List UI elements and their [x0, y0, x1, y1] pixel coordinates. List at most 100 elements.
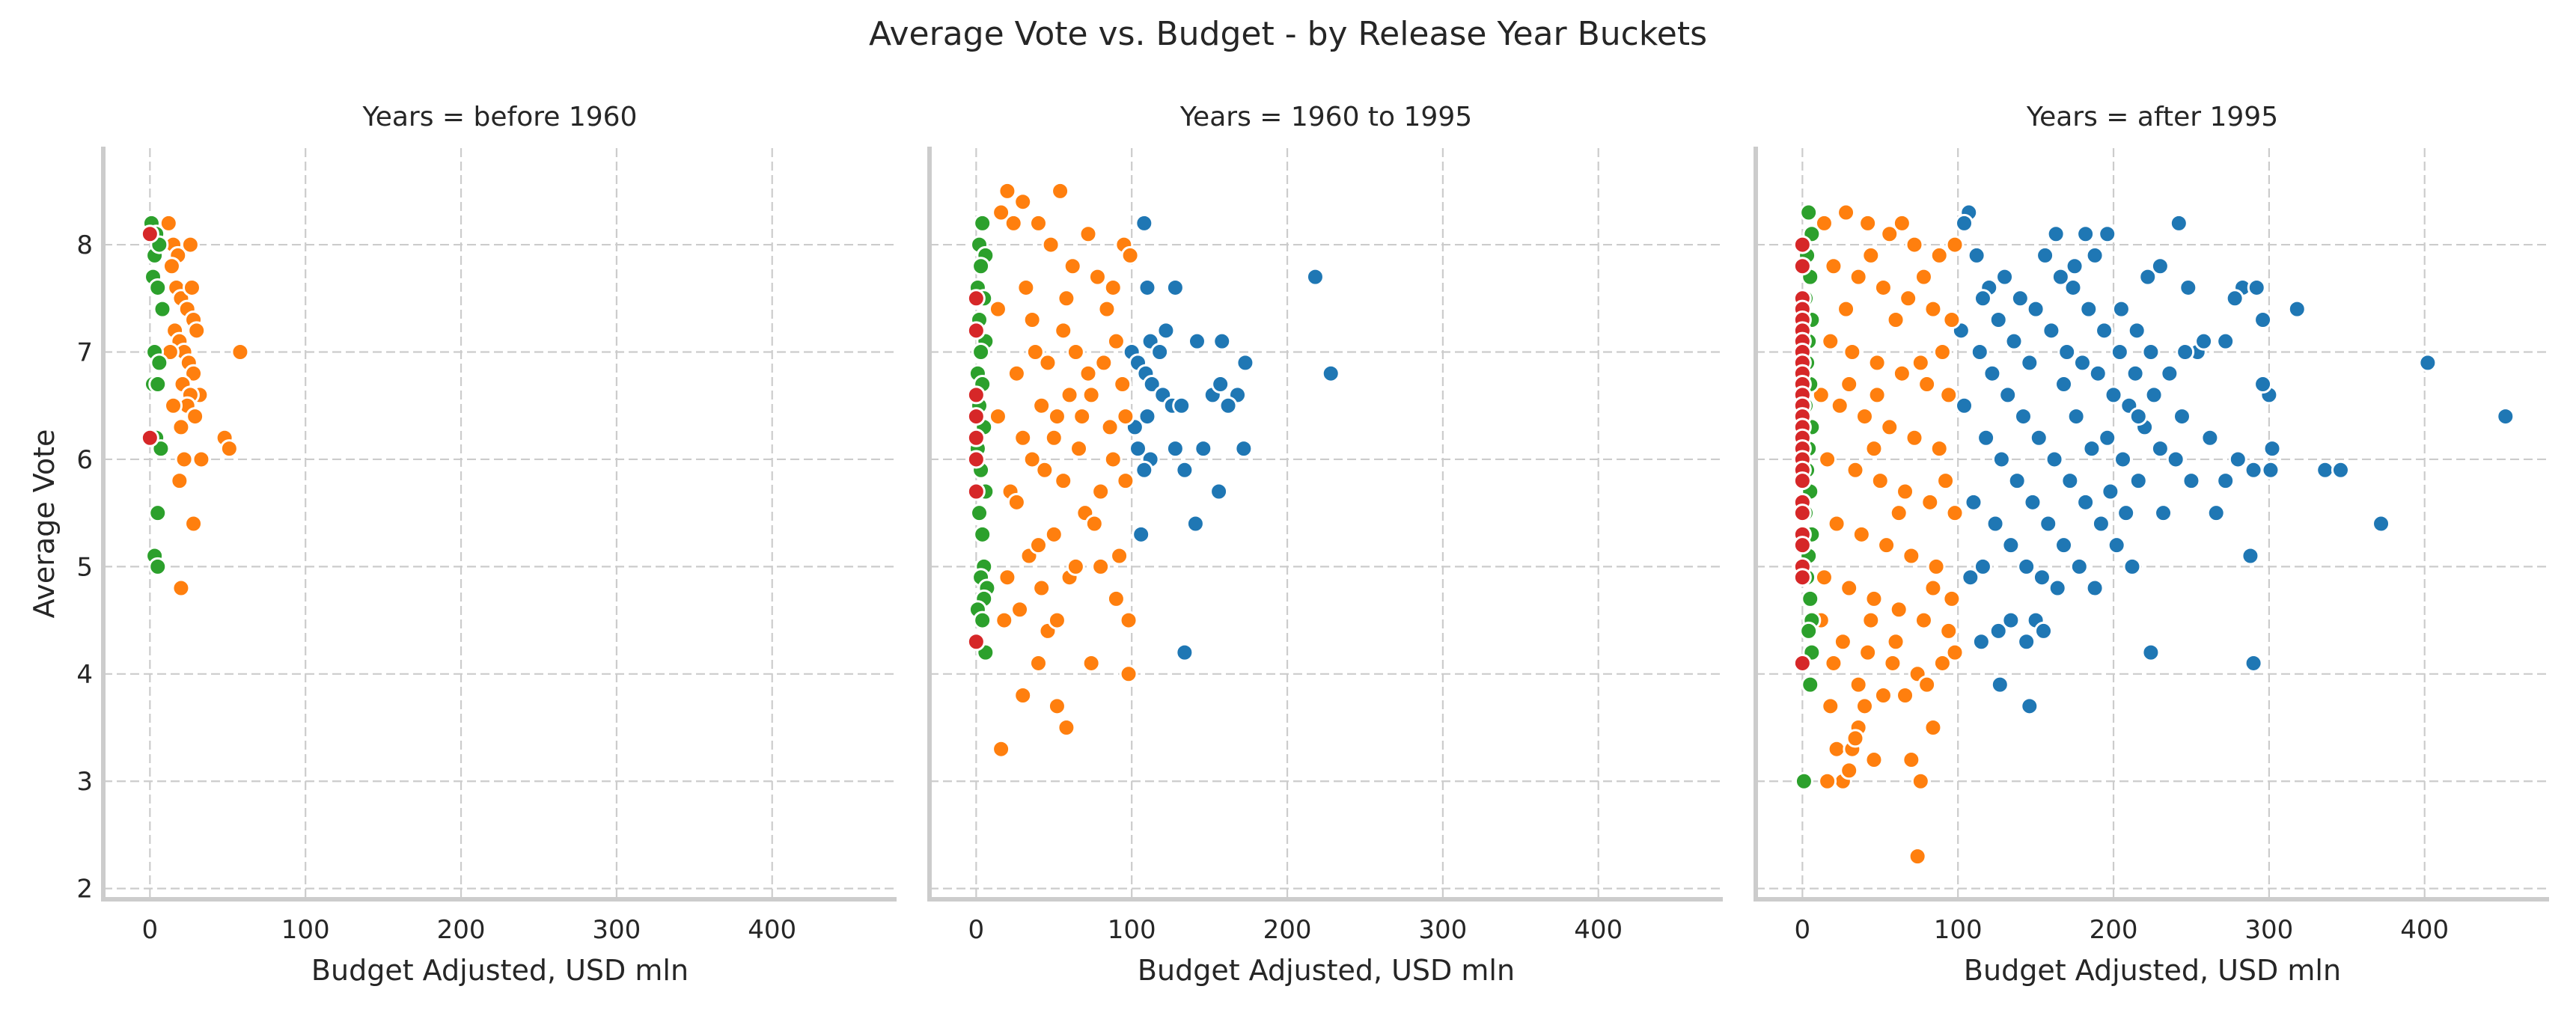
data-point-orange: [1078, 364, 1098, 383]
data-point-green: [1801, 675, 1820, 694]
data-point-blue: [1236, 353, 1255, 373]
data-point-orange: [1942, 589, 1962, 608]
data-point-green: [148, 375, 168, 394]
data-point-orange: [1063, 257, 1082, 276]
data-point-orange: [1883, 653, 1902, 673]
x-tick-label: 100: [1108, 915, 1156, 945]
data-point-blue: [2116, 504, 2136, 523]
data-point-orange: [1917, 375, 1937, 394]
data-point-orange: [1818, 771, 1837, 791]
data-point-orange: [1051, 181, 1070, 201]
data-point-orange: [1072, 407, 1092, 426]
data-point-blue: [2262, 439, 2282, 459]
data-point-blue: [1998, 385, 2018, 405]
panels: 0 100 200 300 400 2 3 4 5 6 7 8 Years = before 1960 B…: [28, 102, 2549, 987]
panel-title: Years = after 1995: [2026, 102, 2278, 132]
x-tick-label: 0: [1795, 915, 1811, 945]
data-point-orange: [992, 739, 1011, 759]
data-point-blue: [2125, 364, 2145, 383]
y-tick-label: 4: [76, 660, 93, 690]
data-point-red: [966, 385, 986, 405]
data-point-blue: [2020, 697, 2039, 716]
data-point-orange: [998, 568, 1017, 587]
data-point-orange: [180, 235, 200, 254]
data-point-orange: [1827, 739, 1846, 759]
data-point-blue: [2127, 321, 2146, 340]
data-point-orange: [1007, 492, 1026, 512]
data-point-blue: [2244, 653, 2263, 673]
data-point-blue: [2247, 278, 2266, 297]
data-point-orange: [219, 439, 239, 459]
points-group: [140, 213, 250, 598]
data-point-blue: [2166, 450, 2185, 469]
data-point-blue: [2079, 299, 2099, 319]
data-point-orange: [1833, 632, 1852, 652]
data-point-green: [1801, 589, 1820, 608]
data-point-orange: [1013, 685, 1033, 705]
data-point-blue: [2032, 568, 2051, 587]
data-point-red: [140, 224, 159, 244]
data-point-orange: [1873, 685, 1893, 705]
data-point-blue: [2072, 353, 2092, 373]
data-point-blue: [2150, 257, 2170, 276]
data-point-orange: [1932, 343, 1952, 362]
data-point-orange: [1929, 245, 1949, 265]
data-point-blue: [1212, 331, 1232, 351]
data-point-orange: [1840, 375, 1859, 394]
data-point-orange: [1814, 213, 1834, 233]
data-point-blue: [2026, 299, 2045, 319]
x-axis-label: Budget Adjusted, USD mln: [311, 954, 689, 987]
data-point-blue: [1955, 396, 1974, 415]
data-point-blue: [1983, 364, 2002, 383]
data-point-orange: [1047, 697, 1066, 716]
x-tick-label: 300: [592, 915, 641, 945]
data-point-orange: [1028, 213, 1048, 233]
data-point-orange: [1902, 546, 1921, 566]
data-point-blue: [2111, 299, 2131, 319]
data-point-red: [140, 428, 159, 447]
data-point-blue: [2010, 289, 2030, 308]
data-point-blue: [2253, 375, 2273, 394]
data-point-orange: [170, 471, 189, 491]
data-point-blue: [2034, 621, 2054, 640]
x-tick-label: 200: [437, 915, 486, 945]
data-point-orange: [1923, 299, 1943, 319]
data-point-orange: [1880, 224, 1899, 244]
data-point-blue: [2194, 331, 2214, 351]
data-point-orange: [1864, 750, 1884, 770]
data-point-blue: [2095, 321, 2114, 340]
data-point-orange: [1110, 546, 1129, 566]
data-point-blue: [2042, 321, 2061, 340]
data-point-blue: [2001, 610, 2021, 630]
data-point-blue: [2179, 278, 2198, 297]
data-point-blue: [2091, 514, 2110, 533]
data-point-orange: [1084, 514, 1104, 533]
data-point-blue: [2110, 343, 2129, 362]
data-point-blue: [2172, 407, 2191, 426]
data-point-blue: [2104, 385, 2123, 405]
data-point-orange: [1911, 771, 1930, 791]
panel-3: 0 100 200 300 400 Years = after 1995 Budget Ad…: [1754, 102, 2549, 987]
data-point-blue: [1989, 310, 2008, 329]
data-point-orange: [1852, 524, 1871, 544]
data-point-blue: [2331, 460, 2350, 480]
data-point-orange: [1892, 213, 1911, 233]
data-point-orange: [1840, 578, 1859, 598]
data-point-orange: [1824, 257, 1843, 276]
data-point-orange: [1081, 385, 1101, 405]
data-point-orange: [1103, 450, 1123, 469]
data-point-blue: [2001, 536, 2021, 555]
data-point-blue: [2082, 439, 2102, 459]
data-point-blue: [2076, 224, 2096, 244]
data-point-orange: [1880, 417, 1899, 437]
x-axis-label: Budget Adjusted, USD mln: [1138, 954, 1515, 987]
x-tick-label: 400: [2400, 915, 2449, 945]
data-point-orange: [1069, 439, 1089, 459]
data-point-orange: [1864, 589, 1884, 608]
data-point-blue: [2098, 428, 2117, 447]
x-tick-label: 100: [281, 915, 330, 945]
data-point-blue: [2206, 504, 2226, 523]
data-point-orange: [1846, 729, 1865, 748]
data-point-blue: [1138, 407, 1157, 426]
